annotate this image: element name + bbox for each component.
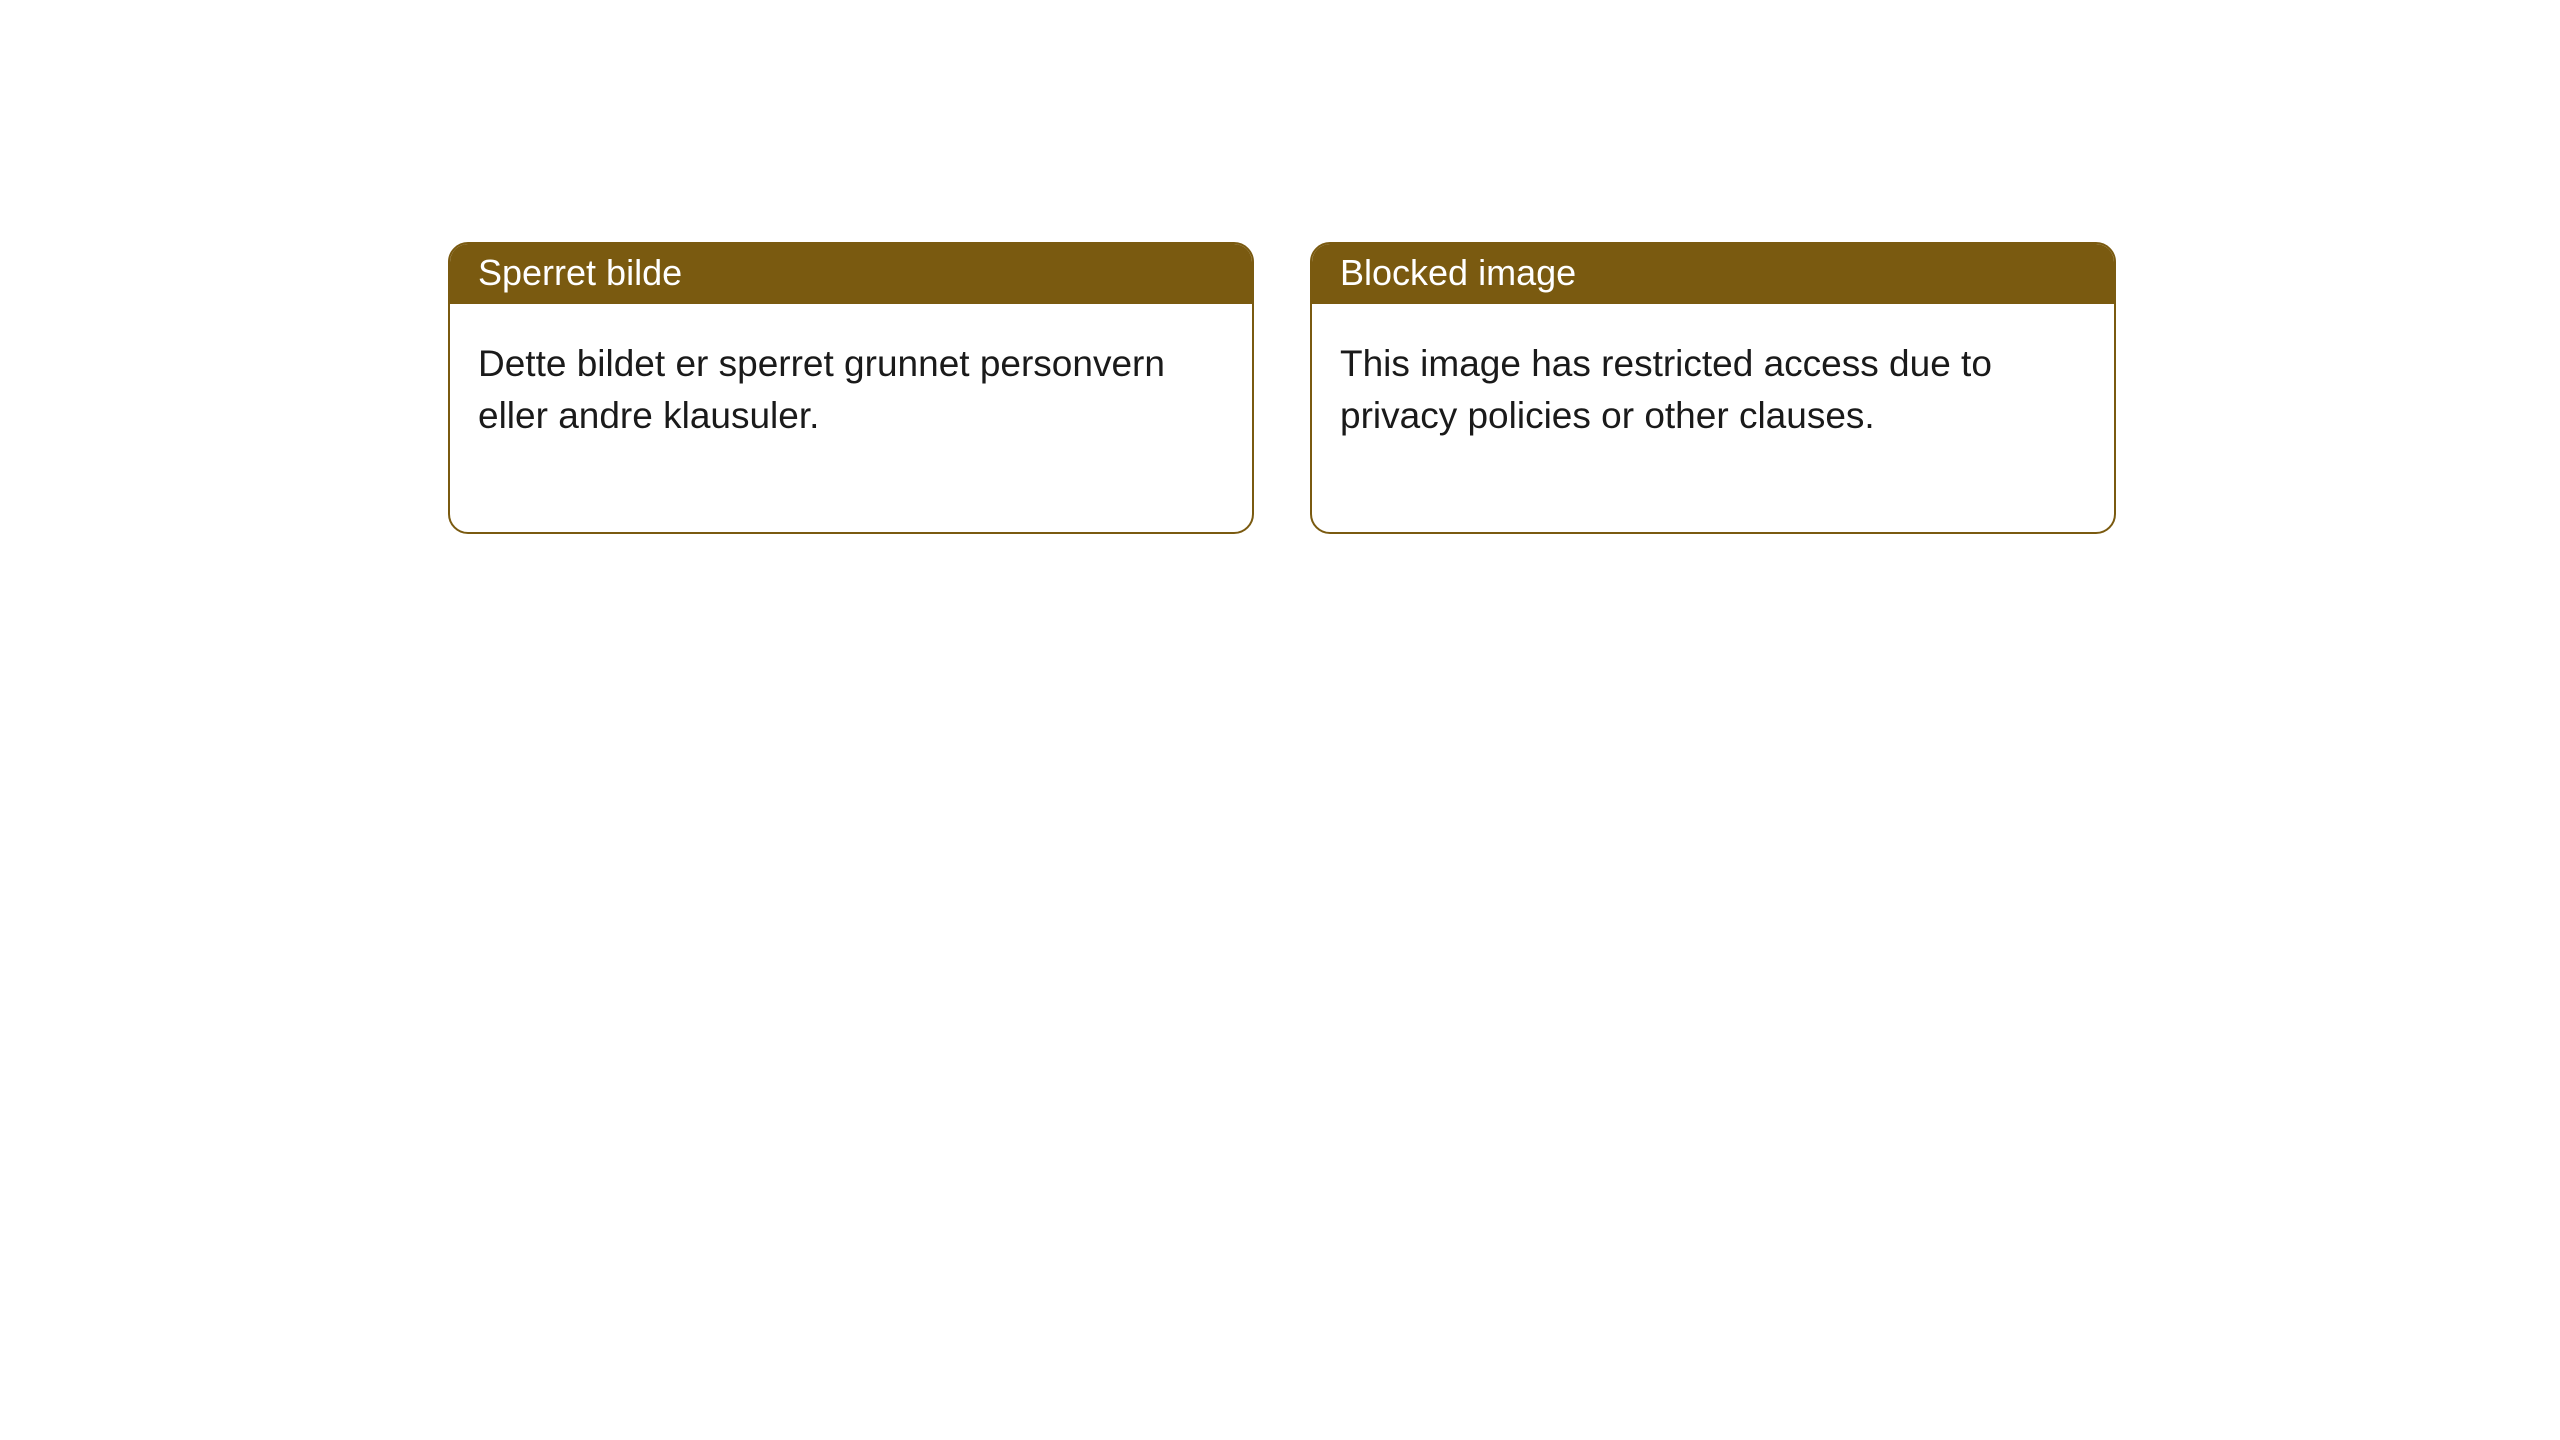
notice-card-english: Blocked image This image has restricted …	[1310, 242, 2116, 534]
notice-body: Dette bildet er sperret grunnet personve…	[450, 304, 1252, 532]
notice-card-norwegian: Sperret bilde Dette bildet er sperret gr…	[448, 242, 1254, 534]
notice-header: Blocked image	[1312, 244, 2114, 304]
notice-header: Sperret bilde	[450, 244, 1252, 304]
notice-container: Sperret bilde Dette bildet er sperret gr…	[0, 0, 2560, 534]
notice-text: This image has restricted access due to …	[1340, 343, 1992, 436]
notice-body: This image has restricted access due to …	[1312, 304, 2114, 532]
notice-title: Sperret bilde	[478, 252, 682, 293]
notice-text: Dette bildet er sperret grunnet personve…	[478, 343, 1165, 436]
notice-title: Blocked image	[1340, 252, 1576, 293]
